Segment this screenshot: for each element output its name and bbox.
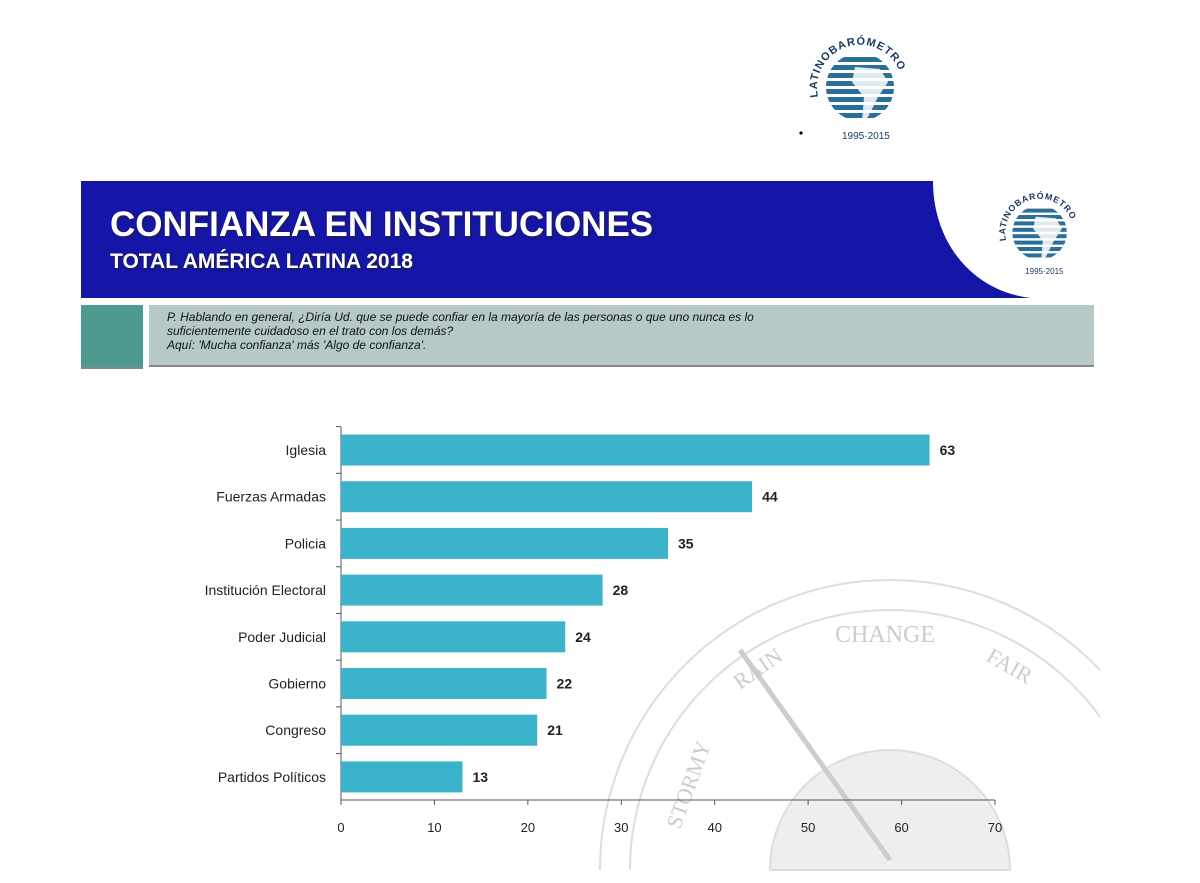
- svg-text:1995·2015: 1995·2015: [1025, 267, 1064, 276]
- data-label: 24: [575, 629, 591, 645]
- data-label: 13: [472, 769, 488, 785]
- page-title: CONFIANZA EN INSTITUCIONES: [110, 205, 654, 244]
- svg-text:1995·2015: 1995·2015: [842, 131, 890, 142]
- bar-partidos-políticos: [341, 761, 463, 793]
- x-tick-label: 0: [337, 820, 344, 835]
- data-label: 21: [547, 722, 563, 738]
- category-label: Congreso: [265, 722, 326, 738]
- category-label: Fuerzas Armadas: [216, 489, 326, 505]
- bar-fuerzas-armadas: [341, 481, 753, 513]
- barometer-watermark: CHANGE RAIN FAIR STORMY: [599, 579, 1100, 871]
- question-line-2: suficientemente cuidadoso en el trato co…: [167, 324, 454, 338]
- x-tick-label: 20: [521, 820, 535, 835]
- page-subtitle: TOTAL AMÉRICA LATINA 2018: [110, 250, 413, 273]
- question-line-3: Aquí: 'Mucha confianza' más 'Algo de con…: [167, 338, 427, 352]
- bar-poder-judicial: [341, 621, 566, 653]
- bar-iglesia: [341, 434, 930, 466]
- latinobarometro-logo-top: LATINOBARÓMETRO 1995·2015: [799, 35, 907, 142]
- bar-congreso: [341, 714, 538, 746]
- x-tick-label: 50: [801, 820, 815, 835]
- category-label: Gobierno: [268, 676, 326, 692]
- category-label: Partidos Políticos: [218, 769, 326, 785]
- category-label: Institución Electoral: [205, 582, 326, 598]
- data-label: 28: [613, 582, 629, 598]
- watermark-change: CHANGE: [835, 622, 935, 648]
- x-tick-label: 10: [427, 820, 441, 835]
- data-label: 63: [940, 442, 956, 458]
- x-tick-label: 40: [707, 820, 721, 835]
- category-label: Iglesia: [286, 442, 327, 458]
- category-label: Poder Judicial: [238, 629, 326, 645]
- bar-institución-electoral: [341, 574, 603, 606]
- x-tick-label: 60: [894, 820, 908, 835]
- x-tick-label: 70: [988, 820, 1002, 835]
- category-label: Policia: [285, 535, 326, 551]
- data-label: 44: [762, 489, 778, 505]
- data-label: 22: [557, 676, 573, 692]
- bar-gobierno: [341, 668, 547, 699]
- x-tick-label: 30: [614, 820, 628, 835]
- question-line-1: P. Hablando en general, ¿Diría Ud. que s…: [167, 310, 754, 324]
- question-text: P. Hablando en general, ¿Diría Ud. que s…: [167, 310, 754, 352]
- data-label: 35: [678, 535, 694, 551]
- question-marker: [81, 305, 143, 369]
- question-box: P. Hablando en general, ¿Diría Ud. que s…: [149, 305, 1094, 367]
- bar-policia: [341, 527, 668, 559]
- latinobarometro-logo-banner: LATINOBARÓMETRO 1995·2015: [997, 190, 1078, 276]
- title-banner: [81, 181, 1031, 298]
